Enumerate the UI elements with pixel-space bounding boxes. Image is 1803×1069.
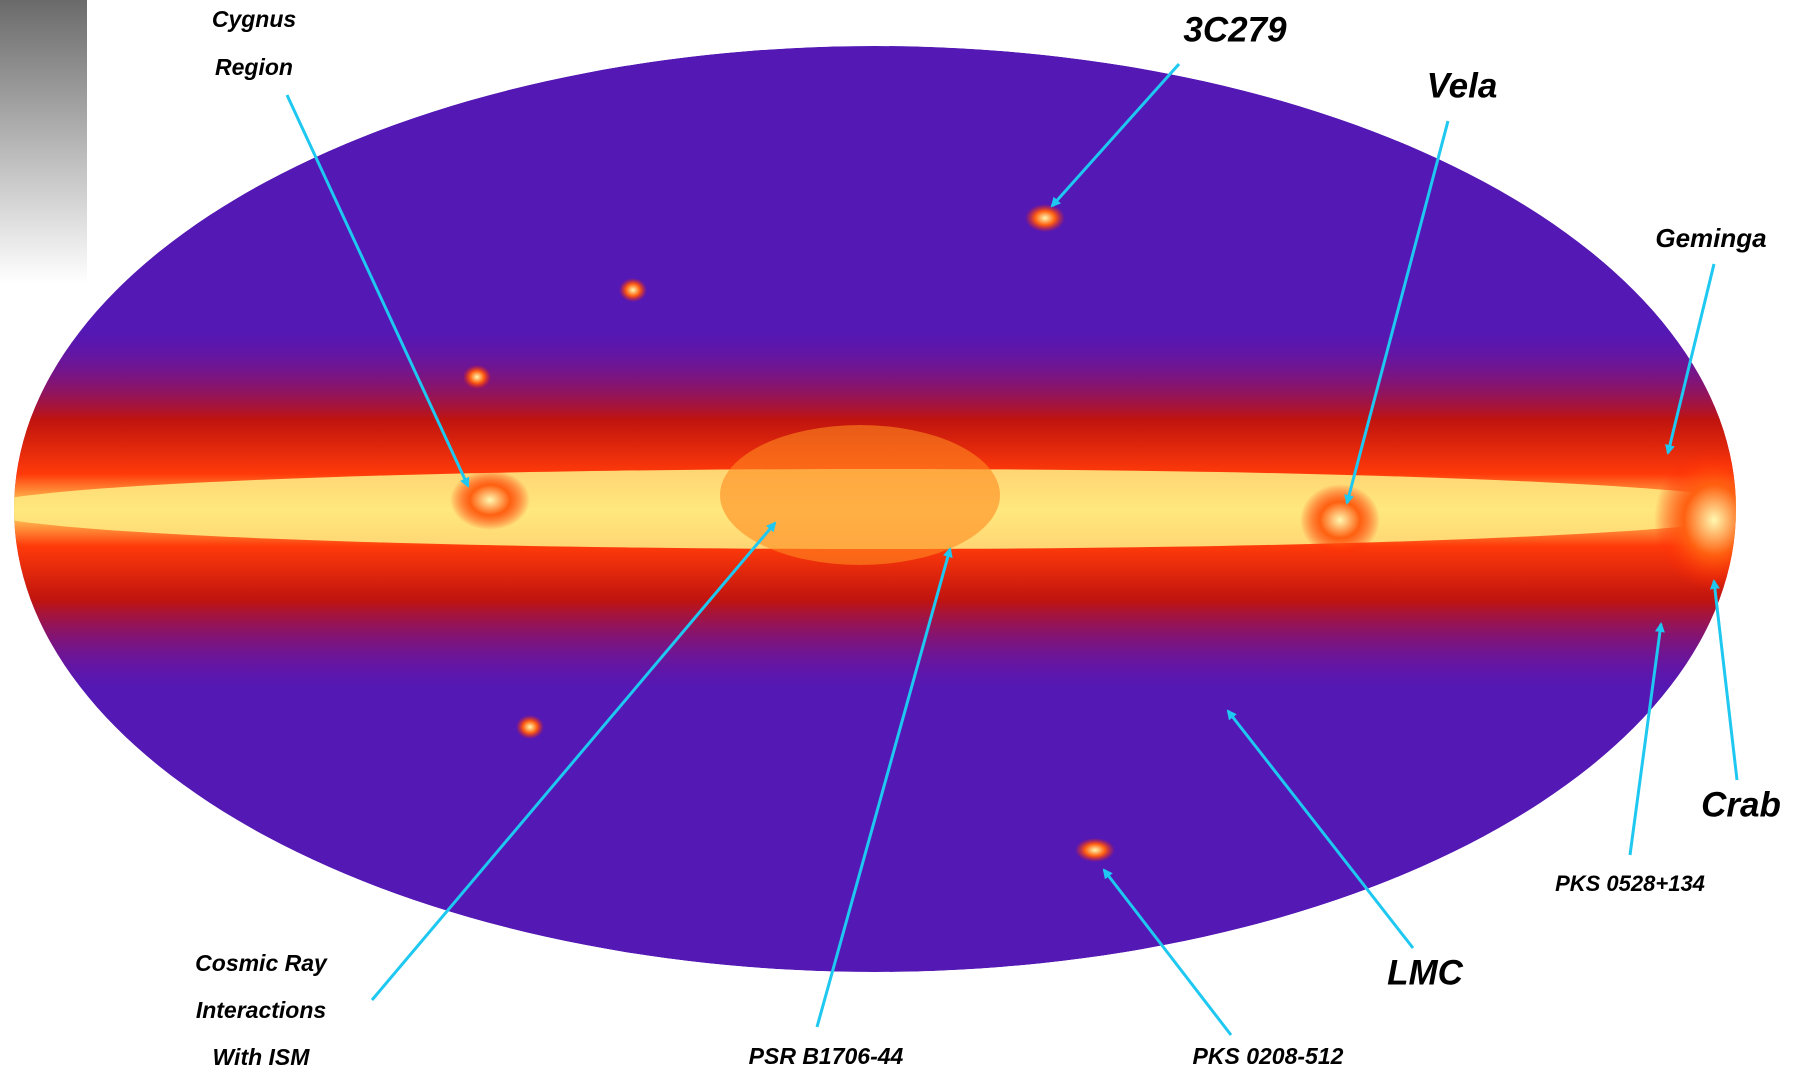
source-label: Crab (1701, 785, 1781, 824)
sky-map-figure: Cygnus Region 3C279 Vela Geminga Crab PKS 0528… (0, 0, 1803, 1069)
corner-shade (0, 0, 87, 283)
source-label: LMC (1387, 953, 1464, 992)
source-label: Geminga (1655, 223, 1766, 253)
source-label: With ISM (213, 1044, 311, 1069)
sky-map (0, 46, 1803, 972)
source-label: 3C279 (1183, 10, 1287, 49)
source-label: Vela (1427, 66, 1498, 105)
source-label: Interactions (196, 997, 326, 1023)
source-label: Cygnus (212, 6, 296, 32)
source-label: PSR B1706-44 (749, 1043, 904, 1069)
source-label: Region (215, 54, 293, 80)
pointer-arrow (1714, 581, 1737, 780)
source-label: PKS 0208-512 (1193, 1043, 1344, 1069)
source-label: PKS 0528+134 (1555, 871, 1705, 896)
source-label: Cosmic Ray (195, 950, 328, 976)
